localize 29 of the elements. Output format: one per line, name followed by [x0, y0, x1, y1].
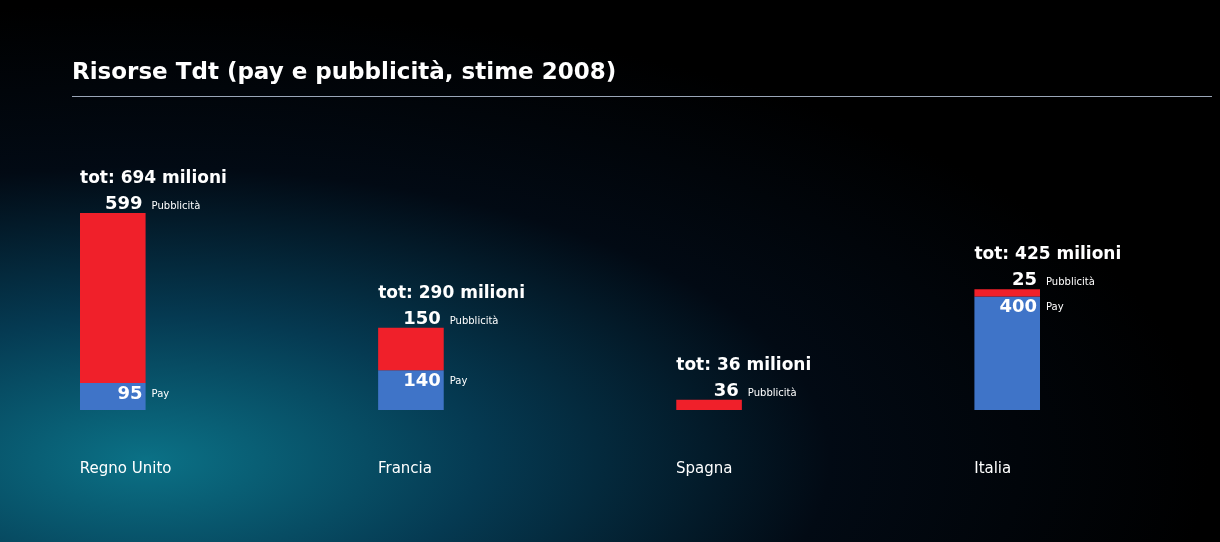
x-tick-label: Italia — [974, 458, 1012, 477]
total-label: tot: 425 milioni — [974, 243, 1122, 264]
total-label: tot: 36 milioni — [676, 353, 812, 374]
data-label: 599 — [105, 192, 143, 213]
bar — [974, 296, 1040, 410]
series-label: Pubblicità — [151, 200, 201, 211]
data-label: 25 — [1011, 268, 1037, 290]
data-label: 150 — [403, 306, 441, 328]
text: Pay — [1046, 301, 1064, 313]
text: Pubblicità — [747, 386, 797, 398]
bar — [676, 399, 742, 410]
text: Pubblicità — [1046, 276, 1095, 288]
x-tick-label: Regno Unito — [79, 458, 172, 477]
data-label: 36 — [713, 378, 739, 400]
text: Pubblicità — [449, 314, 499, 326]
data-label: 400 — [999, 295, 1037, 317]
total-label: tot: 694 milioni — [80, 167, 227, 187]
bar — [378, 370, 444, 410]
data-label: 140 — [403, 369, 441, 391]
total-label: tot: 290 milioni — [378, 281, 525, 302]
data-label: 95 — [117, 382, 143, 404]
x-tick-label: Francia — [377, 458, 432, 477]
chart-title: Risorse Tdt (pay e pubblicità, stime 2008) — [72, 58, 617, 84]
bar — [974, 289, 1040, 297]
bar — [378, 327, 444, 371]
bar — [80, 213, 146, 384]
x-tick-label: Spagna — [676, 458, 733, 477]
series-label: Pay — [151, 388, 170, 400]
text: Pay — [449, 375, 468, 387]
